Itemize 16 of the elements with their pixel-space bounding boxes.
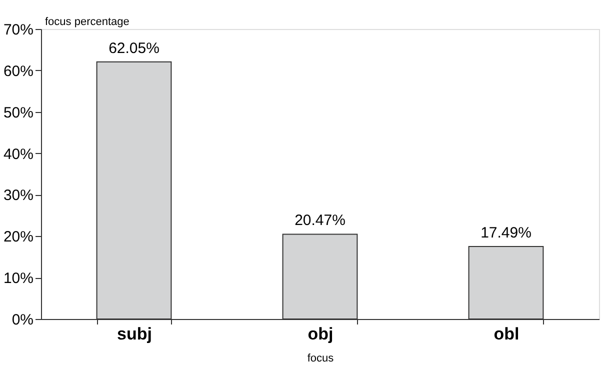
x-axis-title: focus [307, 352, 334, 364]
y-tick-label: 50% [3, 104, 34, 122]
data-label: 62.05% [108, 40, 160, 57]
y-tick-label: 40% [3, 146, 34, 163]
y-tick-label: 70% [3, 22, 34, 38]
y-tick-label: 10% [3, 270, 34, 288]
x-tick-label: subj [117, 324, 152, 344]
y-tick-label: 20% [3, 228, 34, 246]
y-axis-title: focus percentage [45, 16, 130, 28]
y-tick-label: 60% [3, 62, 34, 80]
data-label: 17.49% [480, 224, 532, 242]
y-tick-label: 0% [12, 312, 34, 328]
x-tick-label: obl [494, 324, 520, 344]
data-label: 20.47% [294, 212, 346, 230]
y-tick-label: 30% [3, 187, 34, 204]
x-tick-label: obj [308, 324, 334, 344]
